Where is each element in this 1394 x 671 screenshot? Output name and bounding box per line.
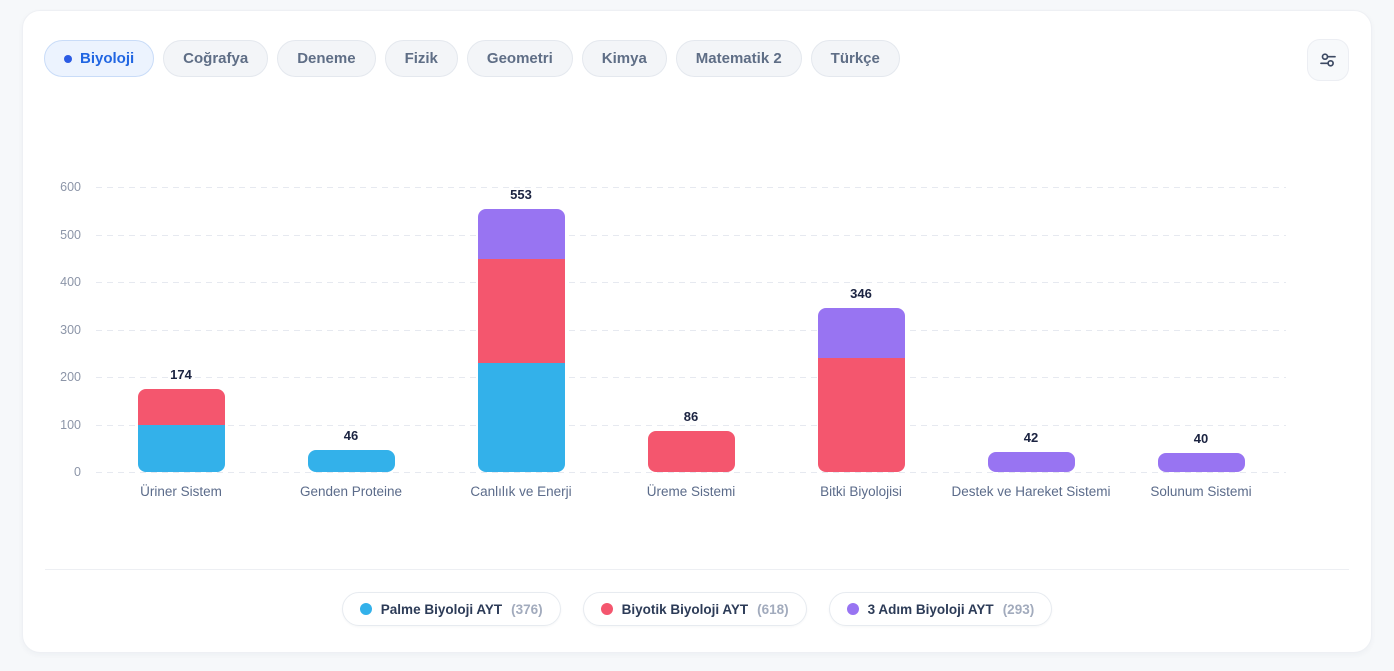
bar-solunum-sistemi[interactable]	[1157, 453, 1245, 472]
bar-bitki-biyolojisi[interactable]	[817, 307, 905, 472]
tab-label: Deneme	[297, 50, 356, 67]
tab-label: Biyoloji	[80, 50, 135, 67]
y-axis-tick-200: 200	[60, 370, 81, 384]
bar-segment-3-adim-biyoloji-ayt-solunum-sistemi[interactable]	[1157, 453, 1245, 472]
x-axis-label-solunum-sistemi: Solunum Sistemi	[1150, 484, 1252, 499]
x-axis-label-bitki-biyolojisi: Bitki Biyolojisi	[820, 484, 902, 499]
tab-label: Kimya	[601, 50, 647, 67]
legend-color-dot	[359, 603, 372, 615]
tab-label: Fizik	[404, 50, 438, 67]
chart-legend: Palme Biyoloji AYT (376) Biyotik Biyoloji …	[23, 592, 1371, 626]
bar-value-ureme-sistemi: 86	[683, 409, 699, 425]
gridline-0	[96, 472, 1286, 473]
tab-turkce[interactable]: Türkçe	[810, 40, 900, 77]
y-axis-tick-600: 600	[60, 180, 81, 194]
bar-segment-biyotik-biyoloji-ayt-uriner-sistem[interactable]	[137, 389, 225, 425]
tab-geometri[interactable]: Geometri	[466, 40, 573, 77]
gridline-500	[96, 234, 1286, 236]
bar-value-destek-ve-hareket-sistemi: 42	[1023, 430, 1039, 446]
legend-item-3-adim-biyoloji-ayt[interactable]: 3 Adım Biyoloji AYT (293)	[828, 592, 1053, 626]
bar-segment-palme-biyoloji-ayt-genden-proteine[interactable]	[307, 450, 395, 472]
gridline-300	[96, 329, 1286, 331]
tab-label: Geometri	[486, 50, 553, 67]
gridline-400	[96, 282, 1286, 283]
x-axis-label-uriner-sistem: Üriner Sistem	[140, 484, 222, 499]
bar-segment-biyotik-biyoloji-ayt-canlilik-ve-enerji[interactable]	[477, 259, 565, 363]
stacked-bar-chart: 0 100 200 300 400 500 600 174 Üriner Sistem 46 Ge…	[23, 180, 1371, 517]
tab-kimya[interactable]: Kimya	[581, 40, 667, 77]
bar-ureme-sistemi[interactable]	[647, 431, 735, 472]
gridline-100	[96, 424, 1286, 426]
legend-count: (376)	[511, 601, 543, 617]
gridline-200	[96, 377, 1286, 378]
bar-segment-3-adim-biyoloji-ayt-bitki-biyolojisi[interactable]	[817, 307, 905, 358]
bar-value-bitki-biyolojisi: 346	[850, 285, 872, 301]
plot-area: 174 Üriner Sistem 46 Genden Proteine 553 Canl…	[96, 187, 1286, 499]
bar-value-solunum-sistemi: 40	[1193, 431, 1209, 446]
bar-segment-palme-biyoloji-ayt-canlilik-ve-enerji[interactable]	[477, 362, 565, 472]
y-axis-tick-300: 300	[60, 322, 81, 337]
bar-segment-biyotik-biyoloji-ayt-bitki-biyolojisi[interactable]	[817, 358, 905, 472]
legend-divider	[45, 569, 1349, 570]
tab-matematik-2[interactable]: Matematik 2	[675, 40, 802, 77]
filter-button[interactable]	[1307, 39, 1349, 81]
chart-card: Biyoloji Coğrafya Deneme Fizik Geometri Kimya…	[22, 10, 1372, 653]
y-axis-tick-100: 100	[60, 417, 81, 432]
bar-segment-biyotik-biyoloji-ayt-ureme-sistemi[interactable]	[647, 431, 735, 472]
legend-item-palme-biyoloji-ayt[interactable]: Palme Biyoloji AYT (376)	[341, 592, 561, 626]
bar-value-genden-proteine: 46	[343, 428, 359, 444]
tab-cografya[interactable]: Coğrafya	[163, 40, 269, 77]
gridline-600	[96, 187, 1286, 188]
tab-biyoloji[interactable]: Biyoloji	[44, 40, 155, 77]
y-axis-tick-400: 400	[60, 275, 81, 289]
bar-canlilik-ve-enerji[interactable]	[477, 209, 565, 472]
x-axis-label-destek-ve-hareket-sistemi: Destek ve Hareket Sistemi	[951, 484, 1111, 499]
x-axis-label-ureme-sistemi: Üreme Sistemi	[646, 484, 736, 499]
legend-count: (618)	[757, 601, 789, 617]
tab-label: Coğrafya	[183, 50, 249, 67]
legend-label: Palme Biyoloji AYT	[380, 601, 503, 617]
subject-tabs: Biyoloji Coğrafya Deneme Fizik Geometri Kimya…	[44, 40, 900, 77]
legend-label: Biyotik Biyoloji AYT	[621, 601, 749, 617]
bar-segment-3-adim-biyoloji-ayt-destek-ve-hareket-sistemi[interactable]	[987, 452, 1075, 472]
legend-item-biyotik-biyoloji-ayt[interactable]: Biyotik Biyoloji AYT (618)	[582, 592, 807, 626]
tab-label: Türkçe	[830, 50, 880, 67]
x-axis-label-genden-proteine: Genden Proteine	[299, 484, 403, 499]
bar-destek-ve-hareket-sistemi[interactable]	[987, 452, 1075, 472]
y-axis-tick-500: 500	[60, 227, 81, 242]
tab-label: Matematik 2	[695, 50, 782, 67]
legend-color-dot	[846, 603, 859, 615]
bar-uriner-sistem[interactable]	[137, 389, 225, 472]
active-tab-dot	[64, 54, 72, 63]
bar-value-canlilik-ve-enerji: 553	[510, 187, 532, 203]
sliders-icon	[1318, 50, 1338, 70]
bar-genden-proteine[interactable]	[307, 450, 395, 472]
tab-deneme[interactable]: Deneme	[277, 40, 376, 77]
bar-value-uriner-sistem: 174	[170, 367, 192, 383]
legend-label: 3 Adım Biyoloji AYT	[867, 601, 994, 617]
x-axis-label-canlilik-ve-enerji: Canlılık ve Enerji	[470, 484, 572, 499]
bar-segment-palme-biyoloji-ayt-uriner-sistem[interactable]	[137, 424, 225, 472]
legend-count: (293)	[1002, 601, 1035, 617]
legend-color-dot	[600, 603, 613, 615]
tab-fizik[interactable]: Fizik	[384, 40, 458, 77]
y-axis-tick-0: 0	[74, 465, 81, 479]
bar-segment-3-adim-biyoloji-ayt-canlilik-ve-enerji[interactable]	[477, 209, 565, 260]
